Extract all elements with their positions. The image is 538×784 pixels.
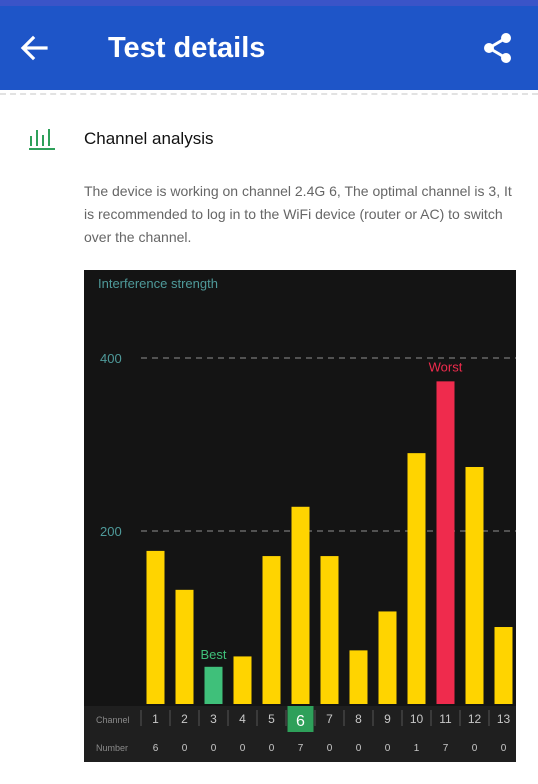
channel-tick-label: 7 [326,712,333,726]
bar-channel-5 [262,556,281,704]
channel-tick-label: 1 [152,712,159,726]
channel-tick-label: 10 [410,712,424,726]
divider [0,93,538,95]
number-value: 6 [153,743,159,754]
channel-tick-label: 4 [239,712,246,726]
bar-channel-3 [204,666,223,704]
number-value: 0 [211,743,217,754]
number-row-label: Number [96,743,128,753]
number-value: 0 [240,743,246,754]
y-axis-label: Interference strength [98,276,218,291]
bar-channel-7 [320,556,339,704]
number-value: 7 [298,743,304,754]
channel-row-label: Channel [96,715,130,725]
channel-tick-label: 6 [296,713,305,730]
arrow-left-icon[interactable] [18,32,50,64]
app-bar: Test details [0,6,538,90]
bar-chart-icon [29,129,55,150]
bar-channel-12 [465,466,484,704]
worst-label: Worst [429,359,463,374]
channel-tick-label: 11 [439,712,452,726]
bar-channel-8 [349,650,368,704]
number-value: 0 [327,743,333,754]
channel-tick-label: 8 [355,712,362,726]
y-tick-label-400: 400 [100,351,122,366]
number-value: 0 [385,743,391,754]
bar-channel-4 [233,656,252,704]
bar-channel-6 [291,506,310,704]
bar-channel-9 [378,611,397,704]
number-value: 1 [414,743,420,754]
interference-chart: Interference strength 200 400 Channel Number… [84,270,516,762]
best-label: Best [200,647,226,662]
number-value: 0 [182,743,188,754]
status-bar [0,0,538,6]
share-icon[interactable] [480,30,516,66]
number-value: 0 [472,743,478,754]
chart-svg: Interference strength200400ChannelNumber… [84,276,516,762]
number-value: 0 [501,743,507,754]
bar-channel-2 [175,589,194,704]
channel-tick-label: 13 [497,712,511,726]
channel-tick-label: 3 [210,712,217,726]
channel-description: The device is working on channel 2.4G 6,… [84,183,512,245]
channel-tick-label: 9 [384,712,391,726]
y-tick-label-200: 200 [100,524,122,539]
number-value: 0 [356,743,362,754]
number-value: 7 [443,743,449,754]
section-title: Channel analysis [84,129,214,148]
channel-tick-label: 12 [468,712,482,726]
current-channel-highlight [287,706,314,732]
channel-tick-label: 2 [181,712,188,726]
bar-channel-1 [146,550,165,704]
channel-tick-label: 5 [268,712,275,726]
page-title: Test details [108,32,266,64]
bar-channel-11 [436,381,455,704]
bar-channel-13 [494,627,513,704]
bar-channel-10 [407,453,426,704]
number-value: 0 [269,743,275,754]
